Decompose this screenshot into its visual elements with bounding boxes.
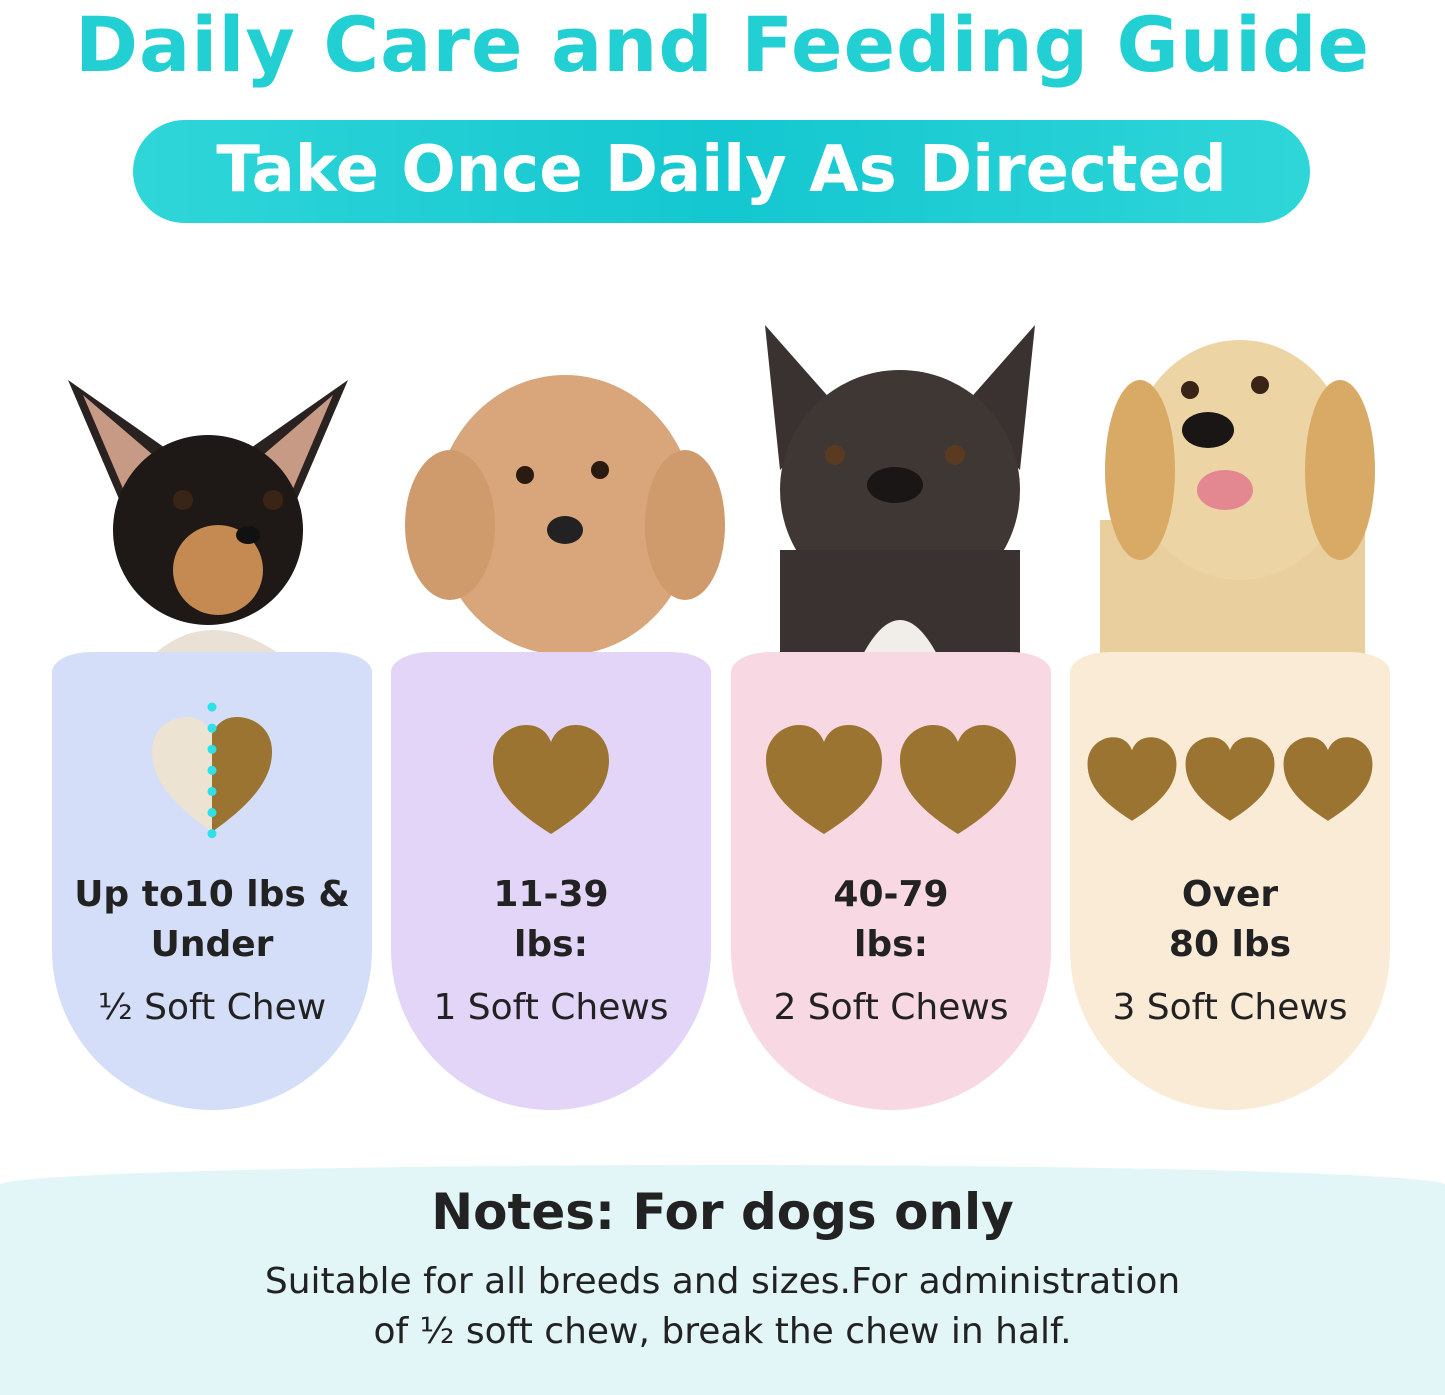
page-title: Daily Care and Feeding Guide: [74, 0, 1371, 89]
half-chew-icon: [152, 702, 272, 852]
golden-retriever-image: [1100, 340, 1375, 660]
dose-card-small: Up to10 lbs & Under ½ Soft Chew: [52, 652, 372, 1110]
weight-range: Over 80 lbs: [1168, 874, 1292, 965]
chew-icon: [900, 725, 1016, 834]
weight-range: Up to10 lbs & Under: [74, 874, 350, 965]
chew-icon: [766, 725, 882, 834]
dose-text: 2 Soft Chews: [773, 987, 1009, 1028]
chew-icon: [1185, 737, 1275, 821]
poodle-image: [405, 375, 725, 655]
weight-range: 40-79 lbs:: [833, 874, 949, 965]
chew-icon: [1283, 737, 1373, 821]
chihuahua-image: [68, 380, 348, 660]
notes-title: Notes: For dogs only: [431, 1183, 1014, 1241]
dose-card-large: 40-79 lbs: 2 Soft Chews: [731, 652, 1051, 1110]
weight-range: 11-39 lbs:: [493, 874, 609, 965]
notes-body: Suitable for all breeds and sizes.For ad…: [264, 1261, 1181, 1352]
notes-section: Notes: For dogs only Suitable for all br…: [0, 1165, 1445, 1395]
dose-card-medium: 11-39 lbs: 1 Soft Chews: [391, 652, 711, 1110]
dose-text: 3 Soft Chews: [1112, 987, 1348, 1028]
dose-card-xlarge: Over 80 lbs 3 Soft Chews: [1070, 652, 1390, 1110]
french-bulldog-image: [765, 325, 1035, 660]
dose-text: ½ Soft Chew: [97, 987, 327, 1028]
dose-text: 1 Soft Chews: [433, 987, 669, 1028]
chew-icon: [493, 725, 609, 834]
chew-icon: [1087, 737, 1177, 821]
subtitle-banner: Take Once Daily As Directed: [133, 120, 1310, 223]
